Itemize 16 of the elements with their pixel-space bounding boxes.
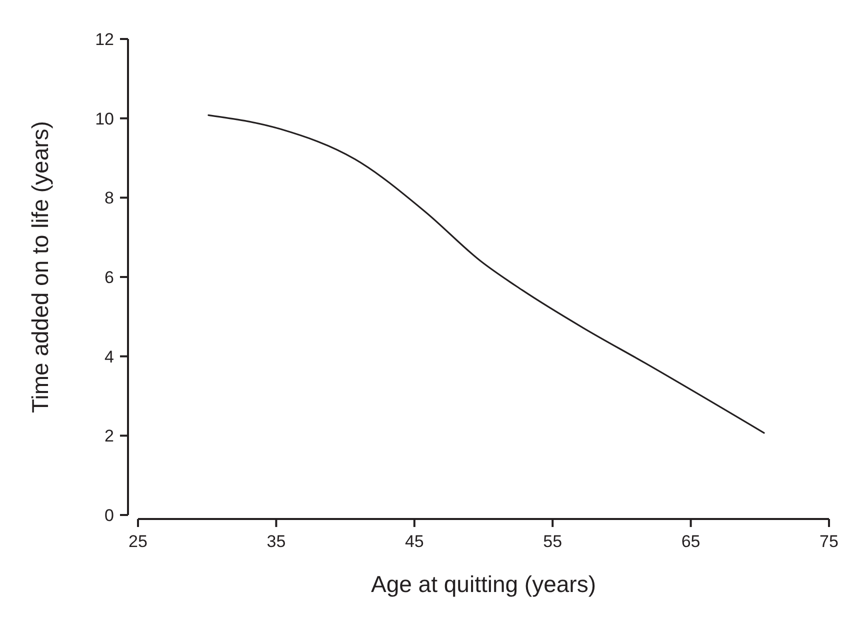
y-tick-label: 10 [95, 109, 114, 128]
x-tick-label: 35 [266, 532, 286, 551]
y-tick-label: 2 [104, 426, 114, 446]
y-tick-label: 12 [95, 30, 114, 49]
x-tick-label: 45 [404, 532, 424, 551]
x-axis-title: Age at quitting (years) [370, 571, 596, 597]
y-tick-label: 8 [104, 188, 114, 208]
y-tick-label: 4 [104, 347, 114, 366]
y-tick-label: 6 [104, 268, 114, 287]
x-tick-label: 65 [681, 532, 700, 551]
x-tick-label: 25 [128, 532, 148, 551]
x-tick-label: 75 [820, 532, 838, 551]
line-series [208, 114, 765, 434]
x-tick-label: 55 [543, 532, 562, 551]
y-axis-title: Time added on to life (years) [27, 121, 53, 413]
y-tick-label: 0 [104, 506, 114, 525]
